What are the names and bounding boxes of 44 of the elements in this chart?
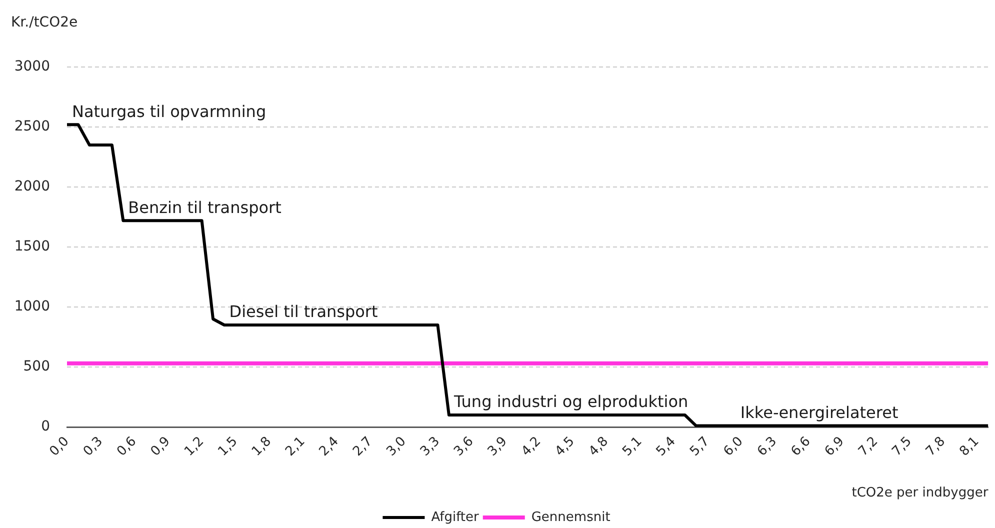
x-tick-label: 1,2 bbox=[182, 434, 208, 460]
x-tick-label: 8,1 bbox=[956, 434, 982, 460]
x-tick-label: 5,1 bbox=[620, 434, 646, 460]
annotation: Benzin til transport bbox=[128, 198, 282, 217]
x-tick-label: 3,0 bbox=[384, 434, 410, 460]
annotation: Ikke-energirelateret bbox=[740, 402, 898, 422]
y-axis-title: Kr./tCO2e bbox=[11, 14, 78, 31]
x-tick-label: 4,8 bbox=[586, 434, 612, 460]
annotation: Naturgas til opvarmning bbox=[72, 102, 266, 121]
x-axis-title: tCO2e per indbygger bbox=[852, 486, 989, 501]
y-tick-label: 2000 bbox=[14, 178, 50, 195]
x-tick-label: 6,3 bbox=[754, 434, 780, 460]
x-tick-label: 7,8 bbox=[923, 434, 948, 460]
x-tick-label: 6,6 bbox=[788, 434, 814, 460]
x-tick-label: 3,6 bbox=[451, 434, 477, 460]
x-tick-label: 7,5 bbox=[890, 434, 915, 460]
annotation: Tung industri og elproduktion bbox=[452, 392, 688, 412]
x-tick-label: 7,2 bbox=[856, 434, 882, 460]
y-tick-label: 0 bbox=[41, 418, 50, 435]
x-tick-label: 4,2 bbox=[518, 434, 544, 460]
x-tick-label: 5,7 bbox=[687, 434, 713, 460]
legend-label: Gennemsnit bbox=[531, 510, 610, 525]
x-tick-label: 0,6 bbox=[114, 434, 140, 460]
x-tick-label: 1,5 bbox=[215, 434, 241, 460]
y-tick-label: 500 bbox=[23, 358, 50, 375]
x-tick-label: 0,9 bbox=[148, 434, 174, 460]
x-tick-label: 6,9 bbox=[822, 434, 848, 460]
y-tick-label: 2500 bbox=[14, 118, 50, 135]
x-tick-label: 2,7 bbox=[350, 434, 376, 460]
x-tick-label: 6,0 bbox=[721, 434, 746, 460]
legend-label: Afgifter bbox=[431, 510, 480, 525]
y-tick-label: 1500 bbox=[14, 238, 50, 255]
x-tick-label: 5,4 bbox=[654, 434, 679, 460]
x-tick-label: 0,3 bbox=[80, 434, 106, 460]
annotation: Diesel til transport bbox=[229, 302, 378, 322]
x-tick-label: 0,0 bbox=[46, 434, 72, 460]
x-tick-label: 3,3 bbox=[418, 434, 443, 460]
x-tick-label: 2,1 bbox=[282, 434, 308, 460]
x-tick-label: 1,8 bbox=[249, 434, 274, 460]
x-tick-label: 3,9 bbox=[485, 434, 510, 460]
y-tick-label: 3000 bbox=[14, 58, 50, 75]
x-tick-label: 4,5 bbox=[552, 434, 578, 460]
x-tick-label: 2,4 bbox=[316, 434, 342, 460]
y-tick-label: 1000 bbox=[14, 298, 50, 315]
